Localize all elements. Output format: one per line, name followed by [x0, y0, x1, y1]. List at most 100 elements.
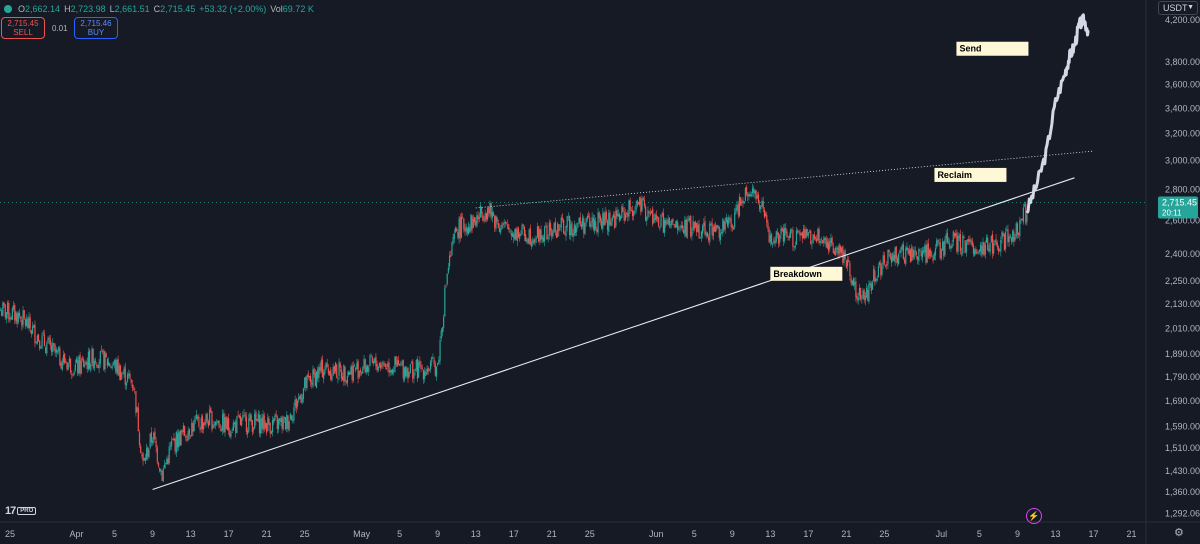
candle-body: [206, 413, 208, 422]
candle-body: [808, 231, 811, 233]
candle-body: [1010, 237, 1013, 242]
sell-button[interactable]: 2,715.45 SELL: [1, 17, 45, 39]
candle-body: [918, 249, 920, 262]
candle-body: [434, 364, 436, 376]
candle-body: [97, 365, 99, 369]
candle-body: [753, 189, 755, 193]
candle-body: [827, 242, 830, 251]
buy-button[interactable]: 2,715.46 BUY: [74, 17, 118, 39]
candle-body: [11, 308, 13, 320]
candle-body: [794, 245, 796, 248]
candle-body: [352, 366, 354, 381]
candle-body: [799, 232, 801, 237]
candle-body: [157, 462, 160, 467]
candle-body: [782, 229, 785, 242]
candle-body: [644, 206, 647, 221]
candle-body: [766, 215, 768, 223]
candle-body: [678, 227, 680, 229]
candle-body: [47, 338, 49, 344]
candle-body: [330, 369, 332, 380]
candle-body: [542, 237, 545, 242]
candle-body: [123, 368, 125, 374]
annotation-text: Send: [959, 44, 981, 54]
candle-body: [884, 265, 887, 267]
candle-body: [380, 363, 382, 369]
candle-body: [48, 337, 50, 340]
candle-body: [961, 252, 963, 254]
candle-body: [465, 226, 467, 231]
candle-body: [437, 362, 439, 365]
candle-body: [940, 249, 943, 259]
candle-body: [729, 217, 731, 220]
candle-body: [571, 222, 573, 236]
candle-body: [387, 363, 389, 368]
candle-body: [52, 342, 54, 352]
candle-body: [800, 233, 802, 235]
candle-body: [178, 432, 180, 448]
candle-body: [578, 217, 580, 224]
candle-body: [414, 369, 416, 371]
x-tick-label: 25: [300, 529, 310, 539]
candle-body: [585, 218, 587, 223]
candle-body: [786, 231, 788, 238]
candle-body: [140, 445, 142, 453]
candle-body: [1020, 219, 1022, 221]
candle-body: [83, 359, 85, 367]
candle-body: [1007, 229, 1009, 243]
lightning-icon[interactable]: ⚡: [1026, 508, 1042, 524]
candle-body: [850, 278, 852, 284]
candle-body: [424, 371, 426, 379]
candle-body: [565, 225, 567, 237]
candle-body: [726, 219, 729, 226]
candle-body: [435, 366, 438, 377]
candle-body: [243, 413, 245, 415]
candle-body: [989, 242, 991, 252]
candle-body: [647, 210, 649, 218]
candle-body: [65, 361, 67, 364]
candle-body: [980, 244, 982, 252]
candle-body: [919, 250, 921, 252]
candle-body: [419, 360, 421, 365]
chevron-down-icon: ▼: [1187, 4, 1194, 11]
candle-body: [475, 220, 477, 226]
candle-body: [94, 360, 97, 363]
candle-body: [963, 236, 965, 239]
candle-body: [112, 364, 114, 366]
candle-body: [232, 422, 234, 431]
candle-body: [862, 290, 864, 299]
candle-body: [471, 216, 473, 229]
candle-body: [972, 245, 975, 255]
candle-body: [281, 416, 283, 429]
candle-body: [819, 240, 821, 243]
candle-body: [924, 245, 926, 253]
resistance-line: [475, 150, 1094, 209]
candle-body: [41, 335, 43, 348]
candle-body: [544, 226, 546, 242]
candle-body: [263, 415, 265, 430]
candle-body: [378, 362, 381, 367]
candle-body: [933, 253, 935, 260]
annotation-breakdown: Breakdown: [770, 266, 843, 281]
candle-body: [61, 361, 63, 370]
candle-body: [4, 304, 6, 318]
candle-body: [797, 231, 799, 233]
candle-body: [807, 232, 809, 236]
candle-body: [324, 369, 326, 374]
candle-body: [599, 216, 602, 222]
candle-body: [671, 219, 673, 226]
gear-icon[interactable]: ⚙: [1174, 527, 1184, 539]
currency-selector[interactable]: USDT ▼: [1158, 1, 1198, 15]
candle-body: [846, 259, 849, 267]
candle-body: [649, 212, 651, 214]
x-tick-label: 17: [224, 529, 234, 539]
candle-body: [704, 221, 706, 235]
candle-body: [418, 362, 420, 378]
candle-body: [71, 374, 73, 375]
candle-body: [369, 355, 371, 367]
candle-body: [953, 233, 956, 237]
candle-body: [545, 226, 547, 228]
candle-body: [716, 225, 718, 228]
candle-body: [662, 213, 665, 233]
candle-body: [226, 418, 229, 430]
